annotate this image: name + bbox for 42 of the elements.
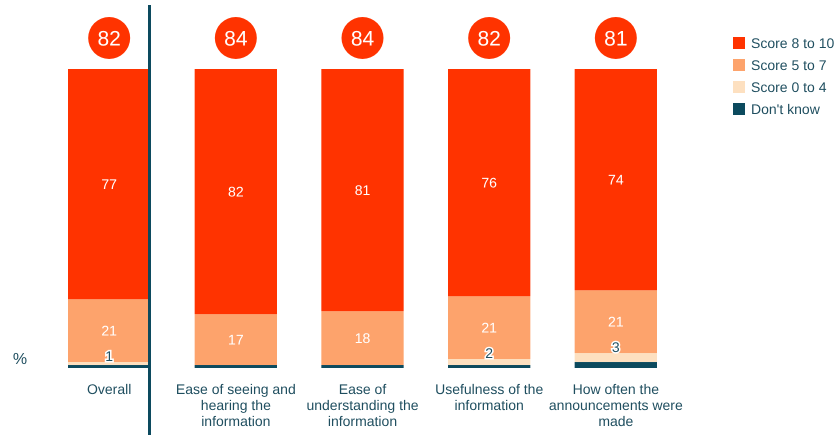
x-tick-label: Ease of seeing and hearing the information <box>176 381 296 429</box>
data-label: 77 <box>101 176 118 192</box>
legend-label: Score 8 to 10 <box>751 34 834 51</box>
data-label: 76 <box>481 174 498 191</box>
x-tick-label: How often the announcements were made <box>548 381 683 429</box>
bar <box>448 69 530 296</box>
bar <box>194 314 277 366</box>
data-label: 74 <box>608 172 624 188</box>
y-axis-title: % <box>12 351 28 368</box>
data-label: 81 <box>354 182 370 198</box>
bar <box>448 296 530 360</box>
data-label: 2 <box>485 345 494 362</box>
x-tick-label: Overall <box>86 381 132 397</box>
x-tick-label: Ease of understanding the information <box>306 381 419 429</box>
bar <box>194 365 277 368</box>
bar <box>574 353 657 362</box>
bar <box>321 365 404 368</box>
data-label: 18 <box>354 330 370 346</box>
text: 82 <box>477 27 501 50</box>
data-label: 21 <box>481 320 498 336</box>
data-label: 17 <box>228 331 244 348</box>
bar <box>321 311 404 366</box>
data-label: 82 <box>228 183 244 200</box>
data-label: 3 <box>612 339 620 356</box>
bar <box>574 362 657 368</box>
legend-label: Score 0 to 4 <box>751 78 827 95</box>
text: 82 <box>97 27 121 50</box>
x-tick-label: Usefulness of the information <box>435 381 544 413</box>
bar <box>574 290 657 354</box>
text: 84 <box>224 27 248 50</box>
legend-label: Score 5 to 7 <box>751 56 827 73</box>
bar <box>194 69 277 314</box>
data-label: 21 <box>101 322 118 339</box>
data-label: 1 <box>105 348 114 364</box>
text: 81 <box>604 27 628 50</box>
bar <box>574 69 657 290</box>
data-label: 21 <box>608 314 624 330</box>
legend-label: Don't know <box>751 100 821 117</box>
bar <box>321 69 404 312</box>
bar <box>448 365 530 368</box>
text: 84 <box>350 27 374 50</box>
bar <box>448 359 530 366</box>
